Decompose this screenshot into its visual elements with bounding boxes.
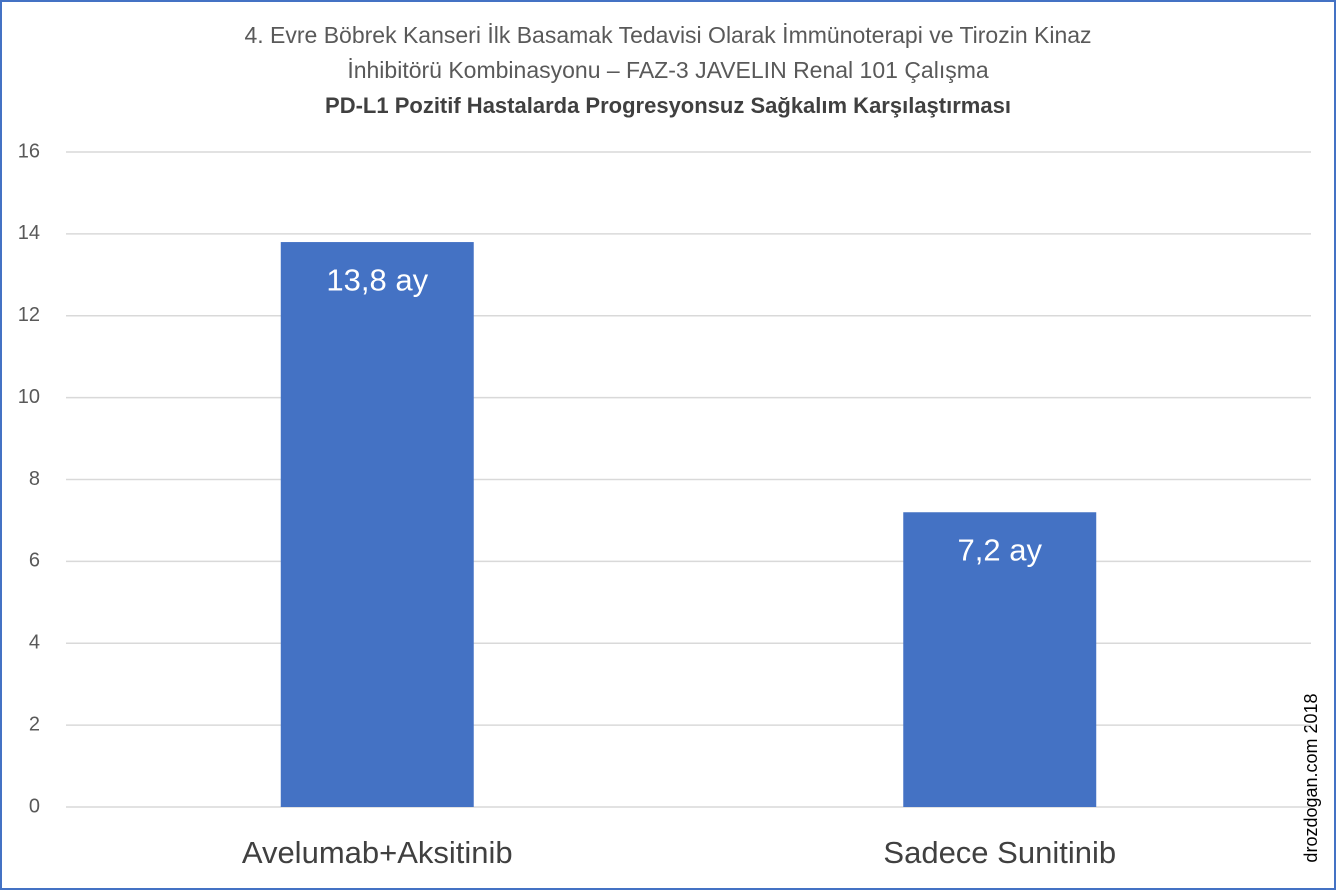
data-label: 7,2 ay <box>958 532 1043 567</box>
y-tick-label: 8 <box>29 468 40 490</box>
y-tick-label: 4 <box>29 632 40 654</box>
y-tick-label: 12 <box>18 304 40 326</box>
x-tick-label: Avelumab+Aksitinib <box>242 835 513 870</box>
chart-subtitle: PD-L1 Pozitif Hastalarda Progresyonsuz S… <box>325 93 1011 118</box>
y-tick-label: 2 <box>29 713 40 735</box>
y-tick-label: 6 <box>29 550 40 572</box>
chart-title: İnhibitörü Kombinasyonu – FAZ-3 JAVELIN … <box>347 57 989 83</box>
chart-title: 4. Evre Böbrek Kanseri İlk Basamak Tedav… <box>244 22 1091 48</box>
y-tick-label: 16 <box>18 140 40 162</box>
y-tick-label: 0 <box>29 795 40 817</box>
x-tick-label: Sadece Sunitinib <box>883 835 1116 870</box>
annotation: drozdogan.com 2018 <box>1301 693 1321 862</box>
bar <box>280 242 474 807</box>
data-label: 13,8 ay <box>326 262 428 297</box>
y-tick-label: 14 <box>18 222 40 244</box>
bar <box>903 512 1097 807</box>
y-tick-label: 10 <box>18 386 40 408</box>
